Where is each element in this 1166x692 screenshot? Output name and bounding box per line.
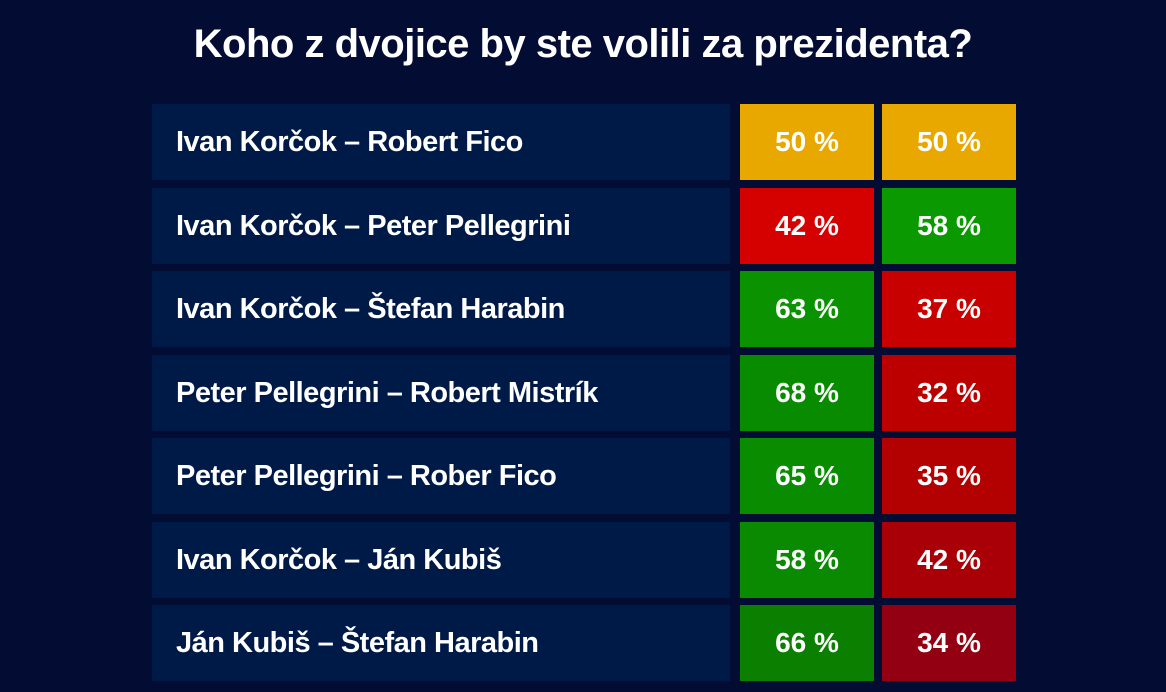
- candidate-a-percent: 66 %: [740, 605, 874, 681]
- candidate-a-percent: 63 %: [740, 271, 874, 347]
- chart-title: Koho z dvojice by ste volili za preziden…: [193, 22, 973, 66]
- table-row: Ján Kubiš – Štefan Harabin 66 % 34 %: [152, 605, 1016, 681]
- candidate-a-percent: 50 %: [740, 104, 874, 180]
- candidate-b-percent: 35 %: [882, 438, 1016, 514]
- matchup-label: Ivan Korčok – Ján Kubiš: [152, 522, 730, 598]
- candidate-a-percent: 42 %: [740, 188, 874, 264]
- matchup-label: Ivan Korčok – Štefan Harabin: [152, 271, 730, 347]
- candidate-a-percent: 68 %: [740, 355, 874, 431]
- candidate-a-percent: 58 %: [740, 522, 874, 598]
- candidate-b-percent: 50 %: [882, 104, 1016, 180]
- table-row: Ivan Korčok – Ján Kubiš 58 % 42 %: [152, 522, 1016, 598]
- matchup-label: Ján Kubiš – Štefan Harabin: [152, 605, 730, 681]
- table-row: Peter Pellegrini – Rober Fico 65 % 35 %: [152, 438, 1016, 514]
- matchup-label: Peter Pellegrini – Robert Mistrík: [152, 355, 730, 431]
- table-row: Peter Pellegrini – Robert Mistrík 68 % 32 …: [152, 355, 1016, 431]
- candidate-b-percent: 42 %: [882, 522, 1016, 598]
- table-row: Ivan Korčok – Štefan Harabin 63 % 37 %: [152, 271, 1016, 347]
- candidate-b-percent: 37 %: [882, 271, 1016, 347]
- candidate-b-percent: 34 %: [882, 605, 1016, 681]
- matchup-label: Ivan Korčok – Peter Pellegrini: [152, 188, 730, 264]
- table-row: Ivan Korčok – Robert Fico 50 % 50 %: [152, 104, 1016, 180]
- candidate-b-percent: 58 %: [882, 188, 1016, 264]
- matchup-label: Peter Pellegrini – Rober Fico: [152, 438, 730, 514]
- candidate-b-percent: 32 %: [882, 355, 1016, 431]
- matchup-label: Ivan Korčok – Robert Fico: [152, 104, 730, 180]
- candidate-a-percent: 65 %: [740, 438, 874, 514]
- table-row: Ivan Korčok – Peter Pellegrini 42 % 58 %: [152, 188, 1016, 264]
